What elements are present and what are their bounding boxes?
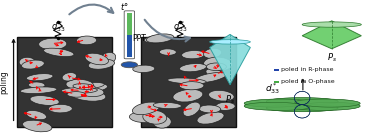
Ellipse shape	[199, 105, 221, 113]
Polygon shape	[244, 99, 360, 110]
Polygon shape	[266, 98, 338, 112]
Bar	[274, 81, 279, 83]
Ellipse shape	[210, 40, 250, 44]
Text: $d^*_{33}$: $d^*_{33}$	[265, 81, 280, 96]
Ellipse shape	[70, 89, 106, 101]
Text: $P_s$: $P_s$	[225, 93, 235, 106]
Ellipse shape	[23, 120, 52, 132]
Ellipse shape	[302, 22, 361, 27]
Ellipse shape	[28, 82, 45, 88]
Text: $t°$: $t°$	[120, 1, 129, 12]
Text: $P_s$: $P_s$	[327, 52, 337, 64]
Ellipse shape	[39, 38, 67, 50]
Ellipse shape	[67, 92, 85, 97]
Ellipse shape	[144, 35, 173, 43]
Ellipse shape	[43, 48, 74, 57]
Ellipse shape	[143, 110, 167, 124]
Text: PPT: PPT	[133, 34, 147, 43]
Ellipse shape	[26, 74, 53, 81]
Polygon shape	[294, 105, 310, 118]
Polygon shape	[244, 99, 360, 110]
Ellipse shape	[73, 84, 95, 90]
Ellipse shape	[183, 102, 200, 116]
Ellipse shape	[132, 102, 160, 115]
Ellipse shape	[173, 89, 203, 102]
Ellipse shape	[182, 51, 205, 59]
Ellipse shape	[197, 112, 224, 124]
Ellipse shape	[22, 60, 44, 69]
Bar	[274, 69, 279, 71]
Text: $d^*_{33}$: $d^*_{33}$	[173, 19, 187, 34]
Ellipse shape	[204, 57, 232, 71]
Ellipse shape	[215, 102, 235, 110]
Ellipse shape	[146, 34, 174, 43]
Polygon shape	[210, 34, 250, 85]
Text: poled in R-phase: poled in R-phase	[281, 67, 333, 72]
Polygon shape	[244, 99, 360, 110]
Text: poling: poling	[0, 70, 8, 94]
Bar	[17, 37, 112, 127]
Circle shape	[121, 62, 138, 68]
Ellipse shape	[99, 52, 116, 65]
Polygon shape	[244, 99, 360, 110]
Bar	[127, 36, 132, 57]
Ellipse shape	[88, 59, 115, 69]
Polygon shape	[302, 21, 361, 49]
Ellipse shape	[26, 111, 46, 120]
Ellipse shape	[66, 79, 93, 90]
Bar	[127, 13, 132, 36]
Ellipse shape	[49, 104, 72, 113]
Ellipse shape	[167, 78, 206, 84]
Ellipse shape	[129, 111, 161, 123]
Ellipse shape	[206, 63, 226, 71]
Ellipse shape	[62, 73, 76, 81]
Ellipse shape	[71, 83, 107, 92]
Text: poled in O-phase: poled in O-phase	[281, 79, 335, 84]
Text: $d^*_{33}$: $d^*_{33}$	[51, 19, 65, 34]
Ellipse shape	[179, 82, 204, 90]
Ellipse shape	[206, 68, 223, 78]
Ellipse shape	[19, 57, 36, 67]
Ellipse shape	[209, 90, 234, 101]
Ellipse shape	[160, 49, 176, 55]
Ellipse shape	[30, 96, 59, 105]
Ellipse shape	[76, 82, 104, 89]
Ellipse shape	[80, 88, 104, 97]
Ellipse shape	[194, 72, 227, 83]
Polygon shape	[294, 91, 310, 105]
Bar	[141, 37, 235, 127]
Ellipse shape	[133, 65, 155, 72]
Ellipse shape	[20, 87, 57, 94]
Ellipse shape	[203, 48, 222, 58]
Ellipse shape	[61, 88, 98, 93]
Polygon shape	[266, 98, 338, 112]
Ellipse shape	[153, 102, 181, 109]
Ellipse shape	[180, 64, 206, 72]
Ellipse shape	[77, 36, 97, 45]
Ellipse shape	[153, 116, 171, 128]
Ellipse shape	[85, 53, 108, 65]
